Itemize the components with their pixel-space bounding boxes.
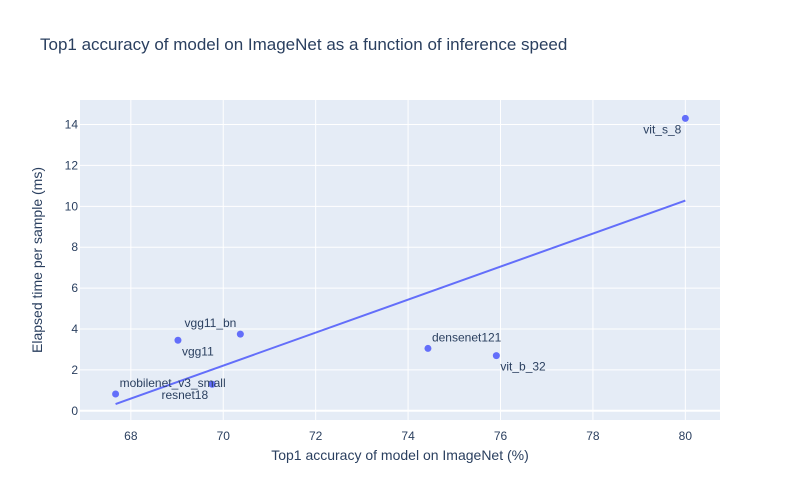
y-tick-label: 12: [65, 158, 79, 172]
trendline: [115, 199, 686, 405]
point-label: vgg11: [182, 344, 214, 358]
point-label: mobilenet_v3_small: [120, 376, 226, 390]
data-points: [112, 114, 689, 398]
x-tick-label: 70: [217, 429, 231, 443]
y-tick-label: 10: [65, 199, 79, 213]
trendline-group: [115, 199, 686, 405]
point-label: vgg11_bn: [185, 316, 237, 330]
data-point: [112, 390, 120, 398]
y-axis-ticks: 0 2 4 6 8 10 12 14: [65, 118, 79, 418]
data-point: [236, 330, 244, 338]
y-tick-label: 14: [65, 118, 79, 132]
data-point: [492, 352, 500, 360]
x-tick-label: 68: [124, 429, 138, 443]
x-tick-label: 80: [679, 429, 693, 443]
y-tick-label: 4: [71, 322, 78, 336]
y-tick-label: 0: [71, 404, 78, 418]
y-axis-title: Elapsed time per sample (ms): [29, 167, 45, 353]
x-tick-label: 72: [309, 429, 323, 443]
point-label: vit_s_8: [643, 122, 681, 136]
x-axis-ticks: 68 70 72 74 76 78 80: [124, 429, 692, 443]
x-tick-label: 76: [494, 429, 508, 443]
chart-title: Top1 accuracy of model on ImageNet as a …: [40, 35, 567, 54]
y-tick-label: 2: [71, 363, 78, 377]
data-point: [174, 336, 182, 344]
x-tick-label: 74: [401, 429, 415, 443]
point-label: resnet18: [161, 388, 208, 402]
data-point: [208, 380, 216, 388]
grid-lines: [80, 100, 720, 420]
plot-area: [80, 100, 720, 420]
y-tick-label: 6: [71, 281, 78, 295]
data-point: [424, 344, 432, 352]
x-tick-label: 78: [586, 429, 600, 443]
point-label: densenet121: [432, 330, 502, 344]
x-axis-title: Top1 accuracy of model on ImageNet (%): [271, 447, 529, 463]
point-label: vit_b_32: [500, 360, 546, 374]
y-tick-label: 8: [71, 240, 78, 254]
data-point: [681, 114, 689, 122]
